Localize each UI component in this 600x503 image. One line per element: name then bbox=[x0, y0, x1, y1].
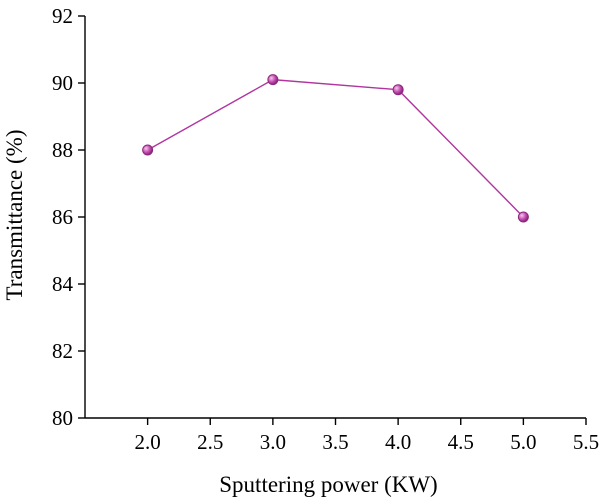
plot-frame bbox=[84, 16, 586, 419]
y-tick-label: 92 bbox=[52, 4, 73, 28]
series-layer bbox=[142, 74, 529, 223]
x-axis-ticks: 2.0 2.5 3.0 3.5 4.0 4.5 5.0 5.5 bbox=[135, 418, 599, 454]
data-point bbox=[142, 144, 154, 156]
data-point bbox=[517, 211, 529, 223]
x-tick-label: 5.0 bbox=[510, 430, 536, 454]
x-tick-label: 3.0 bbox=[260, 430, 286, 454]
data-point bbox=[392, 84, 404, 96]
data-point bbox=[267, 74, 279, 86]
series-line bbox=[147, 78, 524, 218]
x-tick-label: 4.5 bbox=[448, 430, 474, 454]
x-tick-label: 2.0 bbox=[135, 430, 161, 454]
y-axis-title: Transmittance (%) bbox=[2, 130, 27, 301]
y-tick-label: 82 bbox=[52, 339, 73, 363]
y-tick-label: 80 bbox=[52, 406, 73, 430]
x-axis-title: Sputtering power (KW) bbox=[219, 472, 437, 497]
y-tick-label: 86 bbox=[52, 205, 73, 229]
y-axis-ticks: 80 82 84 86 88 90 92 bbox=[52, 4, 85, 430]
y-tick-label: 88 bbox=[52, 138, 73, 162]
y-tick-label: 84 bbox=[52, 272, 74, 296]
y-tick-label: 90 bbox=[52, 71, 73, 95]
x-tick-label: 3.5 bbox=[322, 430, 348, 454]
x-tick-label: 5.5 bbox=[573, 430, 599, 454]
x-tick-label: 2.5 bbox=[197, 430, 223, 454]
x-tick-label: 4.0 bbox=[385, 430, 411, 454]
